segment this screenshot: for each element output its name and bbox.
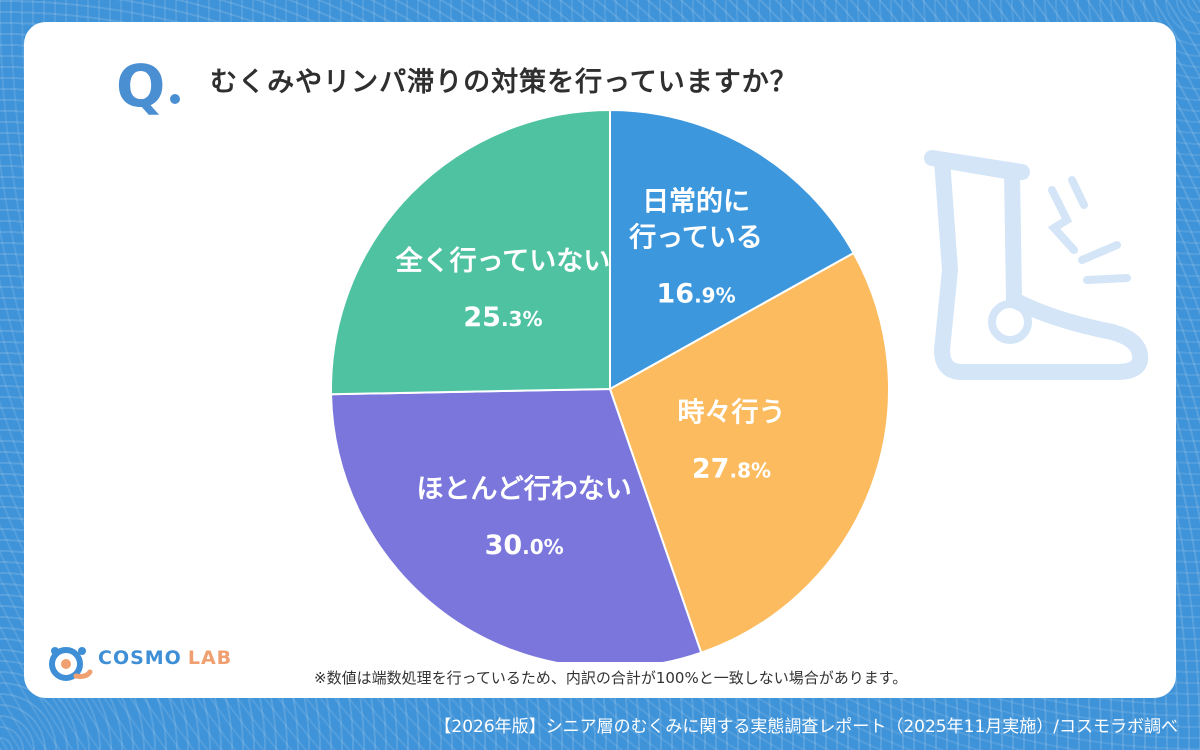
pie-slice — [330, 108, 611, 396]
slice-label: 全く行っていない — [395, 245, 611, 277]
q-mark: Q — [116, 52, 165, 120]
slice-label: ほとんど行わない — [417, 473, 632, 505]
slice-value: 30.0% — [485, 530, 564, 561]
logo-mark-icon — [49, 647, 93, 681]
content-card: Q むくみやリンパ滞りの対策を行っていますか？ 日常的に行っている 16.9% 時々… — [24, 22, 1176, 698]
slice-value: 27.8% — [692, 453, 771, 484]
slice-value: 16.9% — [657, 278, 736, 309]
swollen-leg-icon — [924, 150, 1149, 380]
logo-cosmo: COSMO — [98, 647, 182, 669]
footnote: ※数値は端数処理を行っているため、内訳の合計が100%と一致しない場合があります… — [314, 669, 908, 687]
cosmo-lab-logo: COSMO LAB — [46, 642, 276, 682]
slice-label: 行っている — [628, 221, 763, 253]
pie-slice — [330, 387, 703, 662]
source-footer: 【2026年版】シニア層のむくみに関する実態調査レポート（2025年11月実施）… — [434, 717, 1178, 737]
logo-lab: LAB — [187, 647, 233, 669]
slice-value: 25.3% — [463, 302, 542, 333]
slice-label: 日常的に — [642, 185, 750, 217]
pie-slice — [608, 251, 890, 654]
q-dot-decoration — [170, 94, 180, 104]
question-title: むくみやリンパ滞りの対策を行っていますか？ — [210, 67, 798, 98]
slice-label: 時々行う — [677, 396, 785, 428]
logo-text: COSMO LAB — [98, 647, 232, 669]
pie-slice — [609, 108, 856, 391]
